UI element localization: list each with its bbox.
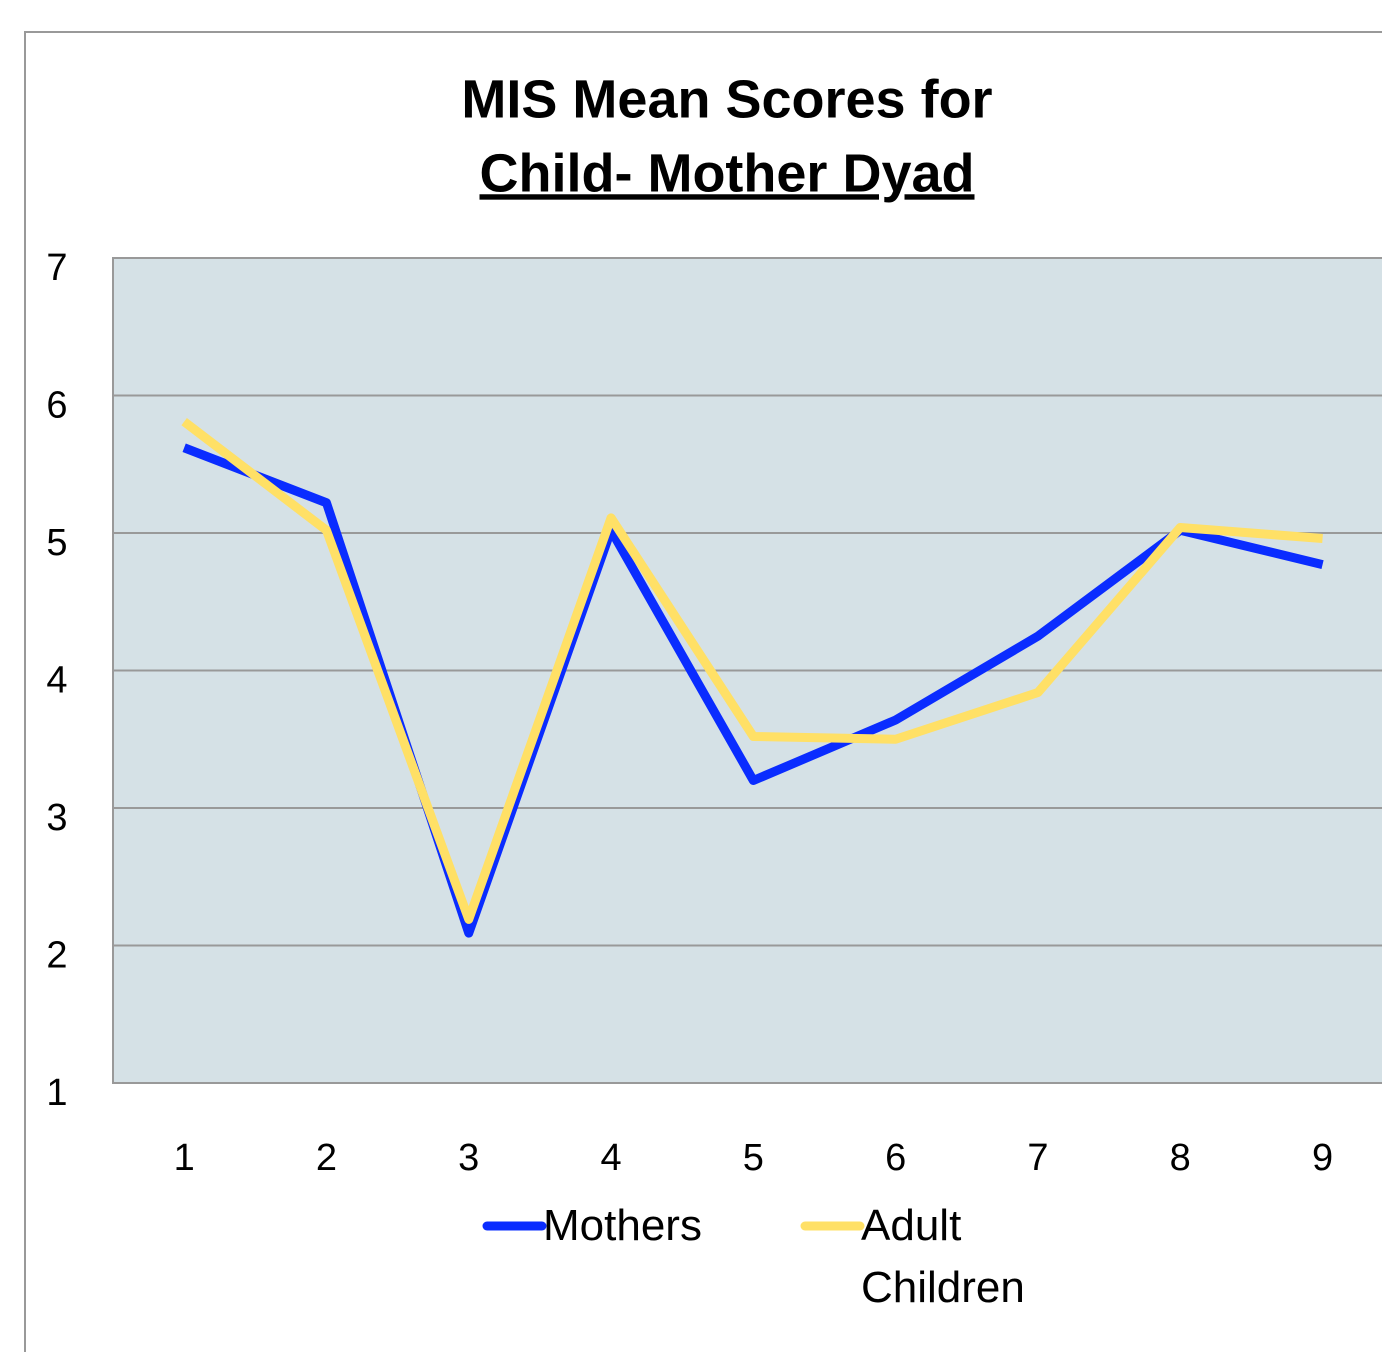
y-tick-label: 5 [46, 522, 67, 564]
x-tick-label: 6 [885, 1137, 906, 1179]
x-tick-label: 9 [1312, 1137, 1333, 1179]
y-tick-label: 2 [46, 935, 67, 977]
y-tick-label: 4 [46, 660, 67, 702]
legend-label: Adult Children [861, 1201, 1025, 1312]
series-line [181, 418, 1323, 924]
y-tick-label: 6 [46, 385, 67, 427]
x-tick-label: 4 [600, 1137, 621, 1179]
legend-entry: Mothers [543, 1201, 702, 1250]
chart-title: MIS Mean Scores for [461, 69, 992, 129]
y-tick-label: 1 [46, 1072, 67, 1114]
x-tick-label: 8 [1170, 1137, 1191, 1179]
x-tick-label: 7 [1027, 1137, 1048, 1179]
x-tick-label: 1 [174, 1137, 195, 1179]
series-line [182, 443, 1324, 938]
legend-label: Mothers [543, 1201, 702, 1250]
x-tick-label: 3 [458, 1137, 479, 1179]
legend-entry: Adult Children [861, 1201, 1025, 1312]
x-tick-label: 5 [743, 1137, 764, 1179]
y-tick-label: 7 [46, 247, 67, 289]
chart-title: Child- Mother Dyad [480, 143, 975, 203]
y-tick-label: 3 [46, 797, 67, 839]
x-tick-label: 2 [316, 1137, 337, 1179]
